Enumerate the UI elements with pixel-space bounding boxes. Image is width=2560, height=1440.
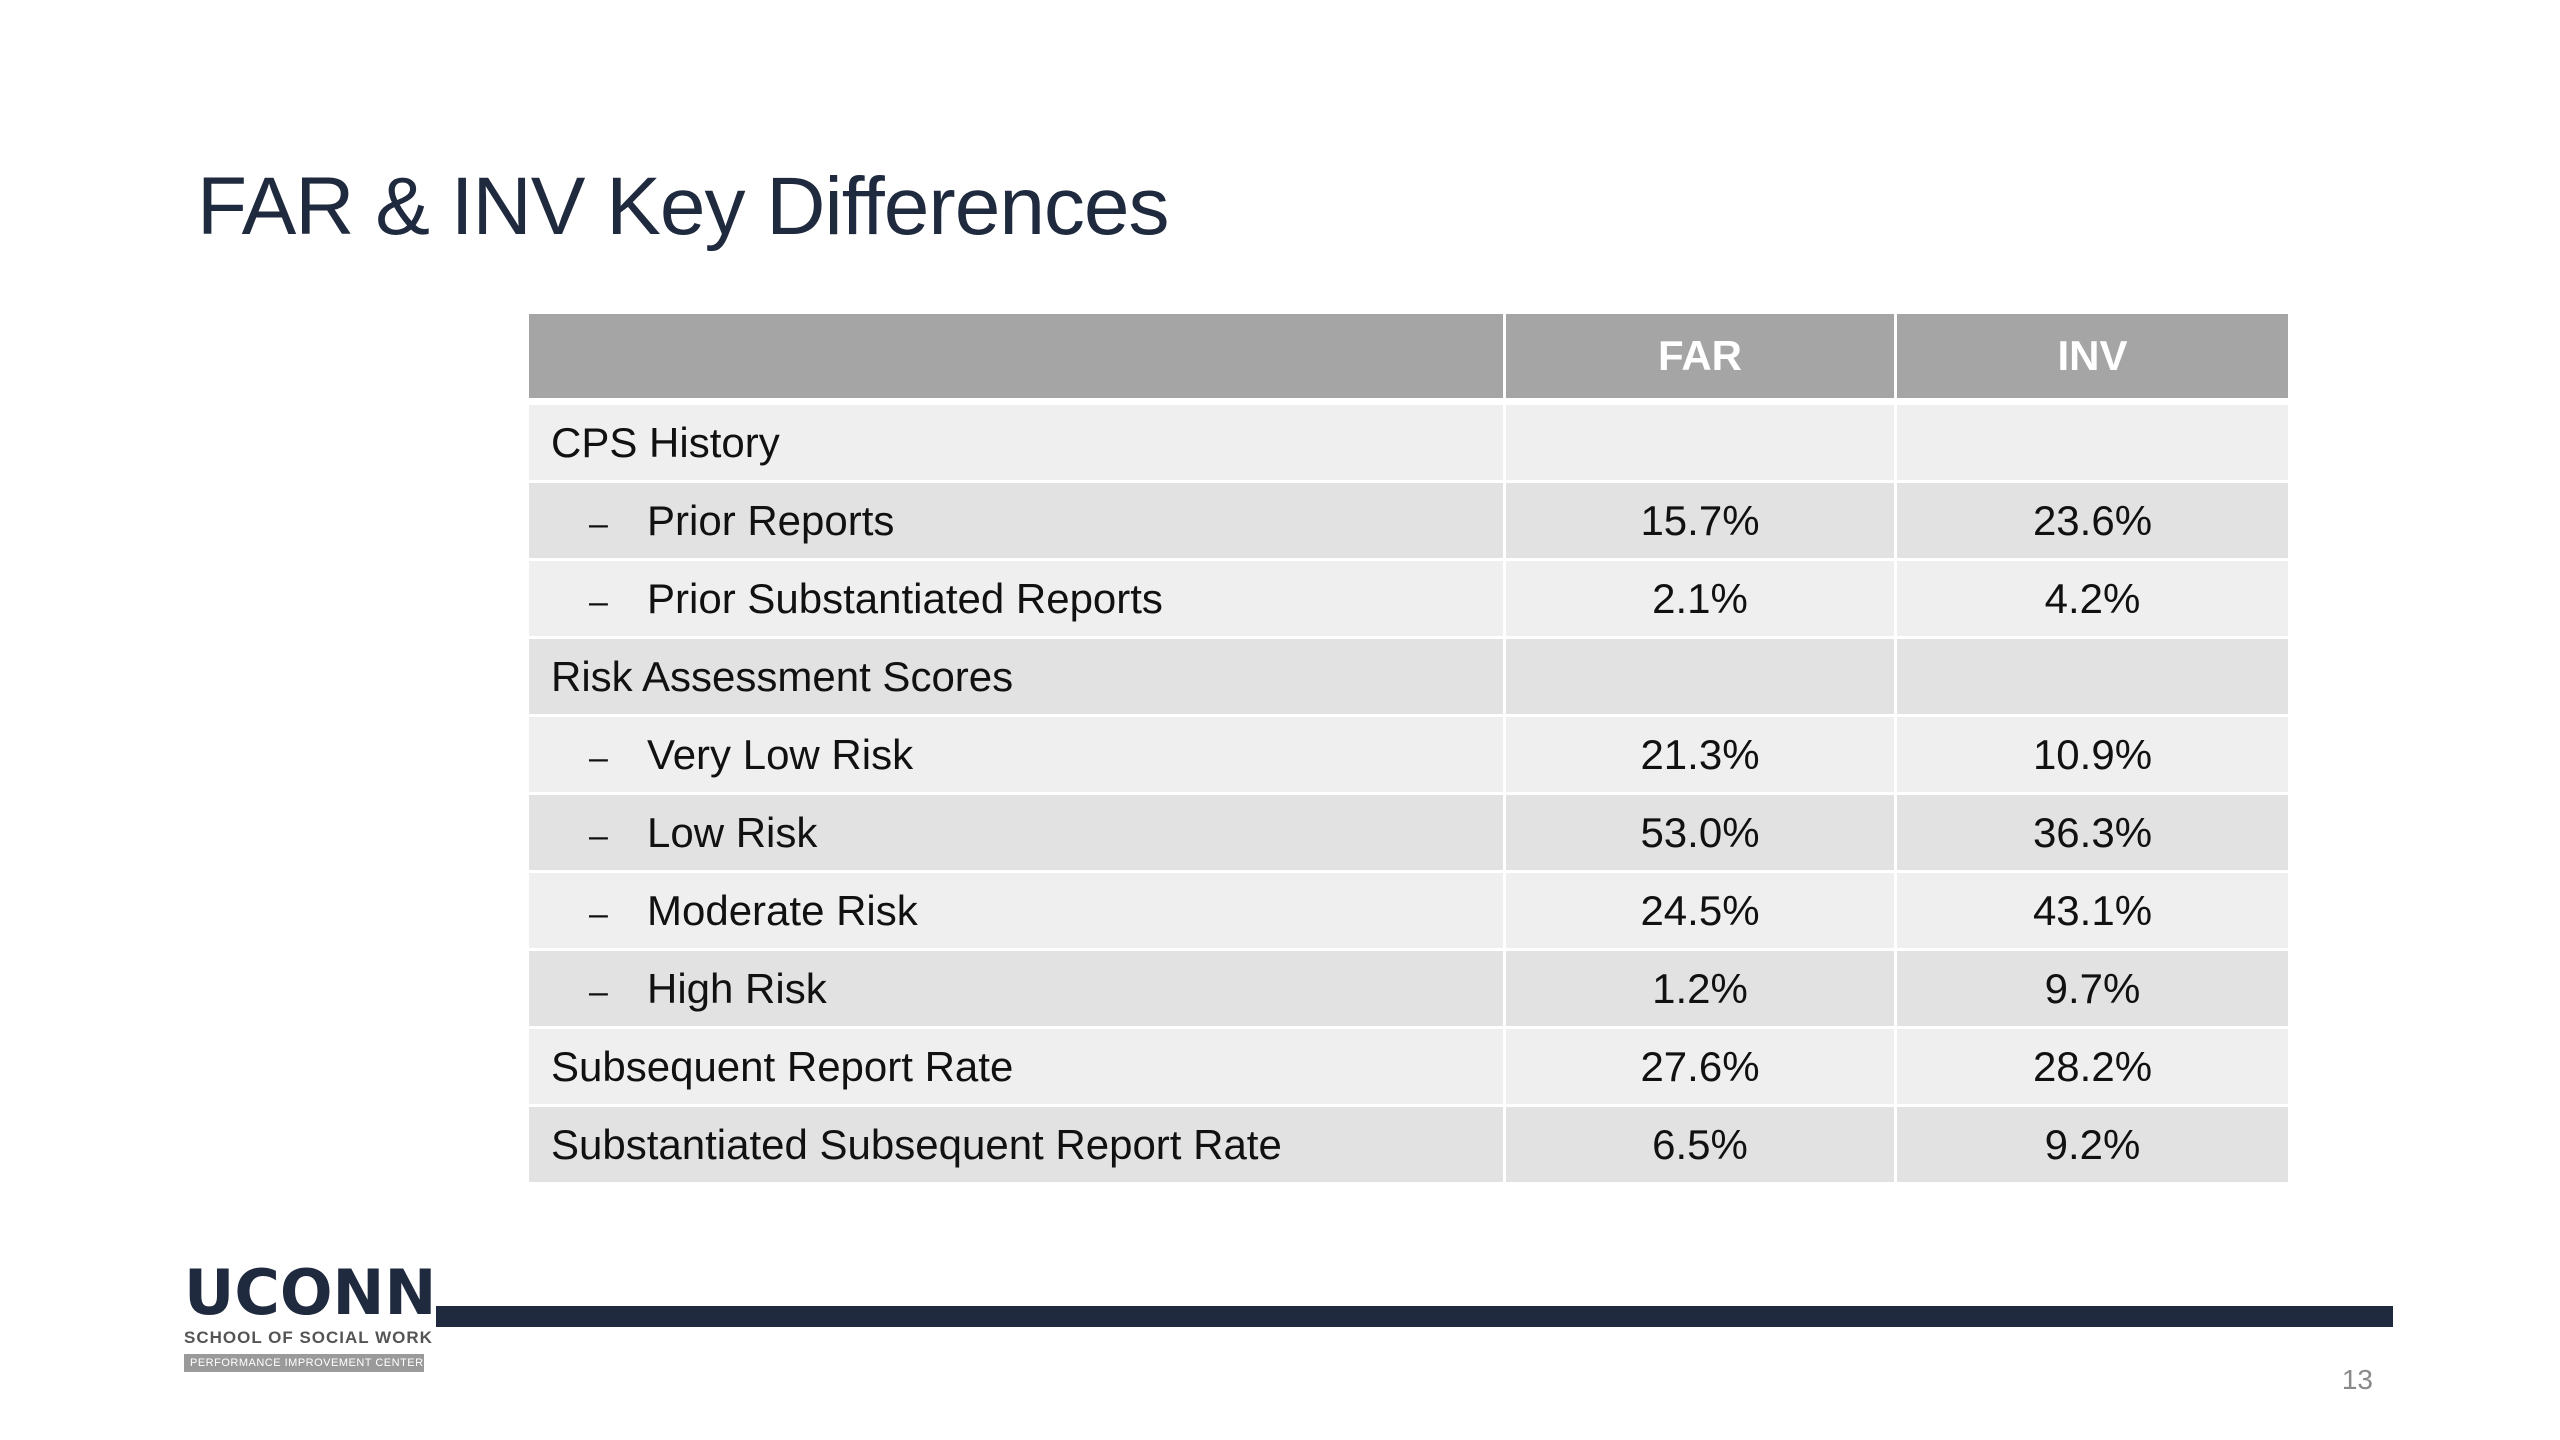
far-value-cell [1506,639,1897,717]
table-row: – Low Risk 53.0% 36.3% [529,795,2288,873]
row-label: Low Risk [647,808,818,856]
footer-rule [436,1306,2393,1327]
uconn-logo: UCONN SCHOOL OF SOCIAL WORK PERFORMANCE … [184,1256,437,1372]
sub-item-dash: – [589,582,608,621]
row-label-cell: – Prior Reports [529,483,1506,561]
sub-item-dash: – [589,738,608,777]
header-cell-inv: INV [1897,314,2288,405]
slide-title: FAR & INV Key Differences [197,161,1170,252]
far-value-cell: 6.5% [1506,1107,1897,1185]
row-label: Prior Reports [647,496,895,544]
row-label: Substantiated Subsequent Report Rate [551,1120,1282,1168]
row-label: Very Low Risk [647,730,914,778]
row-label-cell: – Moderate Risk [529,873,1506,951]
inv-value-cell: 28.2% [1897,1029,2288,1107]
sub-item-dash: – [589,894,608,933]
logo-center-bar: PERFORMANCE IMPROVEMENT CENTER [184,1354,424,1372]
logo-subtitle: SCHOOL OF SOCIAL WORK [184,1328,433,1347]
logo-wordmark: UCONN [184,1256,437,1329]
sub-item-dash: – [589,972,608,1011]
table-row: – High Risk 1.2% 9.7% [529,951,2288,1029]
row-label-cell: CPS History [529,405,1506,483]
row-label: Moderate Risk [647,886,918,934]
inv-value-cell: 23.6% [1897,483,2288,561]
table-row: Subsequent Report Rate 27.6% 28.2% [529,1029,2288,1107]
header-cell-label [529,314,1506,405]
sub-item-dash: – [589,504,608,543]
table-row: Substantiated Subsequent Report Rate 6.5%… [529,1107,2288,1185]
row-label: Prior Substantiated Reports [647,574,1163,622]
far-value-cell: 53.0% [1506,795,1897,873]
row-label: Subsequent Report Rate [551,1042,1014,1090]
row-label-cell: Substantiated Subsequent Report Rate [529,1107,1506,1185]
sub-item-dash: – [589,816,608,855]
row-label: Risk Assessment Scores [551,652,1014,700]
row-label-cell: – Low Risk [529,795,1506,873]
table-row: CPS History [529,405,2288,483]
header-cell-far: FAR [1506,314,1897,405]
table-row: – Very Low Risk 21.3% 10.9% [529,717,2288,795]
inv-value-cell: 36.3% [1897,795,2288,873]
table-row: Risk Assessment Scores [529,639,2288,717]
table-row: – Prior Reports 15.7% 23.6% [529,483,2288,561]
inv-value-cell: 4.2% [1897,561,2288,639]
inv-value-cell [1897,405,2288,483]
inv-value-cell [1897,639,2288,717]
far-value-cell: 15.7% [1506,483,1897,561]
far-value-cell: 2.1% [1506,561,1897,639]
inv-value-cell: 9.7% [1897,951,2288,1029]
table-row: – Moderate Risk 24.5% 43.1% [529,873,2288,951]
row-label-cell: – Prior Substantiated Reports [529,561,1506,639]
comparison-table: FAR INV CPS History – Prior Reports 15.7% 23… [529,314,2288,1185]
far-value-cell [1506,405,1897,483]
row-label: High Risk [647,964,827,1012]
table-row: – Prior Substantiated Reports 2.1% 4.2% [529,561,2288,639]
row-label-cell: Risk Assessment Scores [529,639,1506,717]
page-number: 13 [2341,1364,2373,1395]
row-label-cell: Subsequent Report Rate [529,1029,1506,1107]
far-value-cell: 21.3% [1506,717,1897,795]
far-value-cell: 24.5% [1506,873,1897,951]
table-header-row: FAR INV [529,314,2288,405]
far-value-cell: 1.2% [1506,951,1897,1029]
row-label: CPS History [551,418,780,466]
inv-value-cell: 9.2% [1897,1107,2288,1185]
inv-value-cell: 10.9% [1897,717,2288,795]
row-label-cell: – Very Low Risk [529,717,1506,795]
far-value-cell: 27.6% [1506,1029,1897,1107]
inv-value-cell: 43.1% [1897,873,2288,951]
row-label-cell: – High Risk [529,951,1506,1029]
